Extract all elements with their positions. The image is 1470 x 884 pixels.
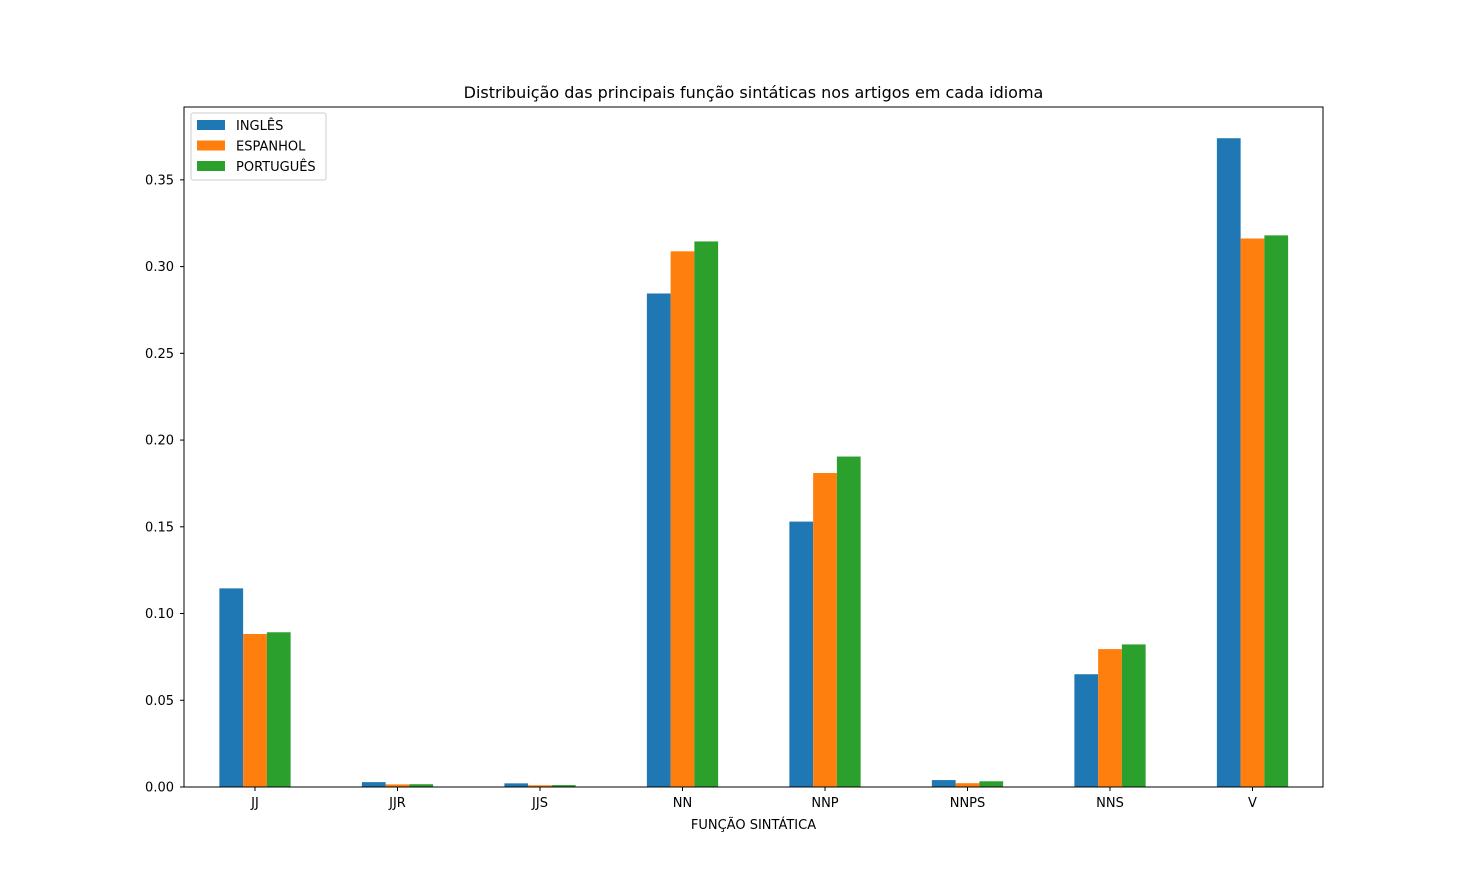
bar [1098,649,1122,787]
bar [813,473,837,787]
y-tick-label: 0.05 [145,694,174,709]
bar [1264,235,1289,787]
bar [789,521,814,787]
legend-label: PORTUGUÊS [236,159,316,175]
bar [1074,674,1099,787]
bar [219,588,244,787]
bar [1121,644,1146,787]
x-tick-label: NNPS [950,796,986,811]
bar [266,632,291,787]
y-tick-label: 0.30 [145,260,174,275]
x-tick-label: NN [673,796,692,811]
plot-frame [183,106,1324,788]
x-tick-label: JJS [531,796,548,811]
legend-swatch [197,161,225,171]
x-tick-label: JJR [388,796,406,811]
legend: INGLÊS ESPANHOL PORTUGUÊS [190,112,327,181]
x-axis: JJ JJR JJS NN NNP NNPS NNS V [250,787,1257,811]
y-tick-label: 0.25 [145,347,174,362]
bar [504,783,529,787]
bar [243,634,267,787]
bar [1216,138,1241,788]
x-tick-label: V [1248,796,1257,811]
bar [646,293,671,787]
legend-label: ESPANHOL [236,140,306,155]
bar [694,241,719,787]
legend-swatch [197,140,225,151]
y-tick-label: 0.10 [145,607,174,622]
bar [528,785,552,787]
bar [385,784,410,787]
legend-label: INGLÊS [236,118,283,134]
bar [955,783,980,787]
bar [836,456,861,787]
bar [409,784,434,787]
y-tick-label: 0.35 [145,173,174,188]
y-tick-label: 0.00 [145,781,174,796]
bar [670,251,695,787]
bar [361,782,386,787]
bars-layer [219,138,1289,788]
legend-swatch [197,120,225,130]
legend-entries: INGLÊS ESPANHOL PORTUGUÊS [197,118,316,175]
chart-title: Distribuição das principais função sintá… [464,83,1044,102]
y-tick-label: 0.20 [145,434,174,449]
x-tick-label: NNS [1096,796,1124,811]
bar [551,785,576,787]
bar [979,781,1004,787]
y-axis: 0.00 0.05 0.10 0.15 0.20 0.25 0.30 0.35 [145,173,184,796]
bar [1240,238,1265,788]
x-tick-label: NNP [811,796,838,811]
y-tick-label: 0.15 [145,520,174,535]
x-axis-label: FUNÇÃO SINTÁTICA [691,817,816,833]
x-tick-label: JJ [250,796,259,811]
bar [931,780,956,787]
